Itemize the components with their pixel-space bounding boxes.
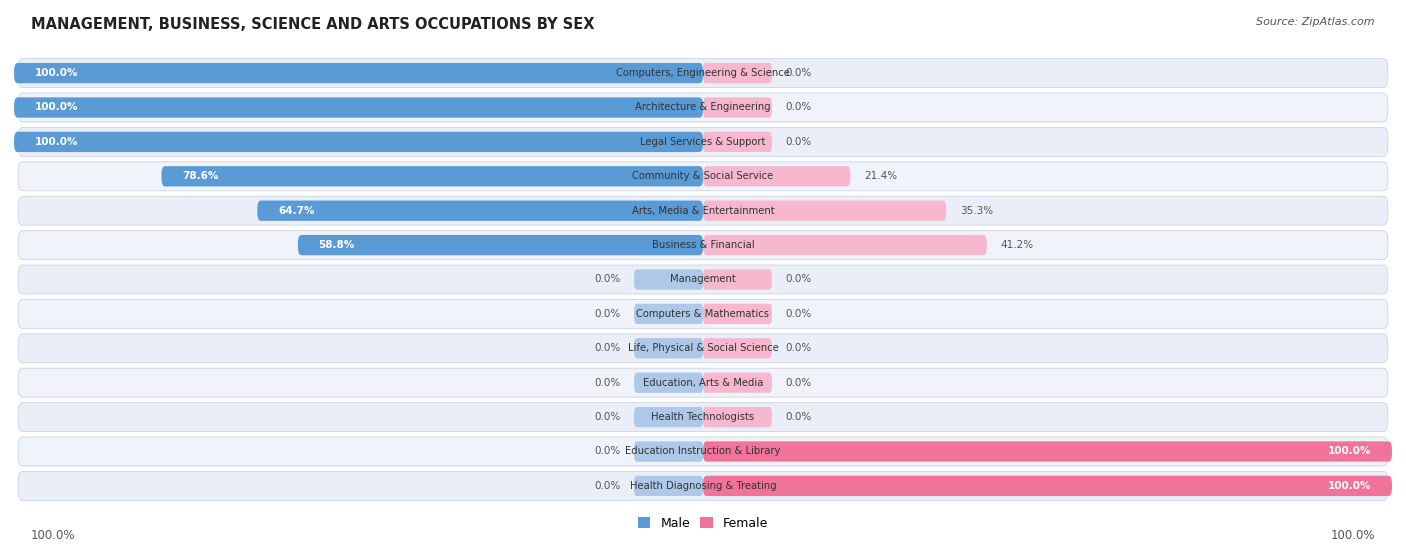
- Text: Management: Management: [671, 274, 735, 285]
- Text: 58.8%: 58.8%: [319, 240, 354, 250]
- FancyBboxPatch shape: [703, 63, 772, 83]
- FancyBboxPatch shape: [634, 476, 703, 496]
- FancyBboxPatch shape: [18, 402, 1388, 432]
- Text: Computers & Mathematics: Computers & Mathematics: [637, 309, 769, 319]
- Text: Health Diagnosing & Treating: Health Diagnosing & Treating: [630, 481, 776, 491]
- Text: Education, Arts & Media: Education, Arts & Media: [643, 378, 763, 388]
- FancyBboxPatch shape: [634, 407, 703, 427]
- Legend: Male, Female: Male, Female: [633, 512, 773, 535]
- Text: 0.0%: 0.0%: [595, 274, 620, 285]
- Text: Community & Social Service: Community & Social Service: [633, 171, 773, 181]
- FancyBboxPatch shape: [703, 442, 1392, 462]
- Text: Source: ZipAtlas.com: Source: ZipAtlas.com: [1257, 17, 1375, 27]
- Text: 100.0%: 100.0%: [1327, 447, 1371, 457]
- FancyBboxPatch shape: [703, 132, 772, 152]
- FancyBboxPatch shape: [257, 201, 703, 221]
- Text: 100.0%: 100.0%: [31, 529, 76, 542]
- Text: 78.6%: 78.6%: [183, 171, 218, 181]
- Text: 0.0%: 0.0%: [786, 68, 811, 78]
- FancyBboxPatch shape: [703, 235, 987, 255]
- Text: 0.0%: 0.0%: [786, 343, 811, 353]
- Text: 100.0%: 100.0%: [35, 68, 79, 78]
- FancyBboxPatch shape: [18, 368, 1388, 397]
- Text: Computers, Engineering & Science: Computers, Engineering & Science: [616, 68, 790, 78]
- FancyBboxPatch shape: [703, 372, 772, 393]
- Text: 41.2%: 41.2%: [1001, 240, 1033, 250]
- Text: 0.0%: 0.0%: [786, 102, 811, 112]
- FancyBboxPatch shape: [703, 166, 851, 187]
- Text: 0.0%: 0.0%: [786, 137, 811, 147]
- Text: 0.0%: 0.0%: [595, 378, 620, 388]
- FancyBboxPatch shape: [14, 132, 703, 152]
- Text: 0.0%: 0.0%: [595, 481, 620, 491]
- FancyBboxPatch shape: [298, 235, 703, 255]
- FancyBboxPatch shape: [18, 196, 1388, 225]
- FancyBboxPatch shape: [14, 97, 703, 117]
- FancyBboxPatch shape: [634, 442, 703, 462]
- FancyBboxPatch shape: [703, 201, 946, 221]
- Text: MANAGEMENT, BUSINESS, SCIENCE AND ARTS OCCUPATIONS BY SEX: MANAGEMENT, BUSINESS, SCIENCE AND ARTS O…: [31, 17, 595, 32]
- Text: Business & Financial: Business & Financial: [652, 240, 754, 250]
- Text: Life, Physical & Social Science: Life, Physical & Social Science: [627, 343, 779, 353]
- FancyBboxPatch shape: [703, 304, 772, 324]
- Text: Arts, Media & Entertainment: Arts, Media & Entertainment: [631, 206, 775, 216]
- FancyBboxPatch shape: [703, 269, 772, 290]
- FancyBboxPatch shape: [18, 231, 1388, 259]
- FancyBboxPatch shape: [634, 304, 703, 324]
- Text: 64.7%: 64.7%: [278, 206, 315, 216]
- FancyBboxPatch shape: [18, 334, 1388, 363]
- Text: Education Instruction & Library: Education Instruction & Library: [626, 447, 780, 457]
- FancyBboxPatch shape: [634, 338, 703, 358]
- Text: 0.0%: 0.0%: [595, 447, 620, 457]
- Text: Health Technologists: Health Technologists: [651, 412, 755, 422]
- Text: Legal Services & Support: Legal Services & Support: [640, 137, 766, 147]
- FancyBboxPatch shape: [18, 93, 1388, 122]
- Text: 100.0%: 100.0%: [1327, 481, 1371, 491]
- Text: 100.0%: 100.0%: [1330, 529, 1375, 542]
- Text: 0.0%: 0.0%: [786, 274, 811, 285]
- Text: 0.0%: 0.0%: [595, 412, 620, 422]
- FancyBboxPatch shape: [634, 372, 703, 393]
- Text: 0.0%: 0.0%: [786, 309, 811, 319]
- Text: Architecture & Engineering: Architecture & Engineering: [636, 102, 770, 112]
- Text: 0.0%: 0.0%: [786, 412, 811, 422]
- FancyBboxPatch shape: [18, 265, 1388, 294]
- Text: 100.0%: 100.0%: [35, 102, 79, 112]
- Text: 21.4%: 21.4%: [865, 171, 897, 181]
- FancyBboxPatch shape: [703, 338, 772, 358]
- FancyBboxPatch shape: [162, 166, 703, 187]
- Text: 0.0%: 0.0%: [595, 343, 620, 353]
- Text: 0.0%: 0.0%: [595, 309, 620, 319]
- FancyBboxPatch shape: [18, 162, 1388, 191]
- FancyBboxPatch shape: [18, 300, 1388, 328]
- Text: 100.0%: 100.0%: [35, 137, 79, 147]
- Text: 0.0%: 0.0%: [786, 378, 811, 388]
- Text: 35.3%: 35.3%: [960, 206, 993, 216]
- FancyBboxPatch shape: [18, 59, 1388, 88]
- FancyBboxPatch shape: [634, 269, 703, 290]
- FancyBboxPatch shape: [18, 471, 1388, 500]
- FancyBboxPatch shape: [703, 407, 772, 427]
- FancyBboxPatch shape: [18, 437, 1388, 466]
- FancyBboxPatch shape: [703, 476, 1392, 496]
- FancyBboxPatch shape: [703, 97, 772, 117]
- FancyBboxPatch shape: [18, 127, 1388, 157]
- FancyBboxPatch shape: [14, 63, 703, 83]
